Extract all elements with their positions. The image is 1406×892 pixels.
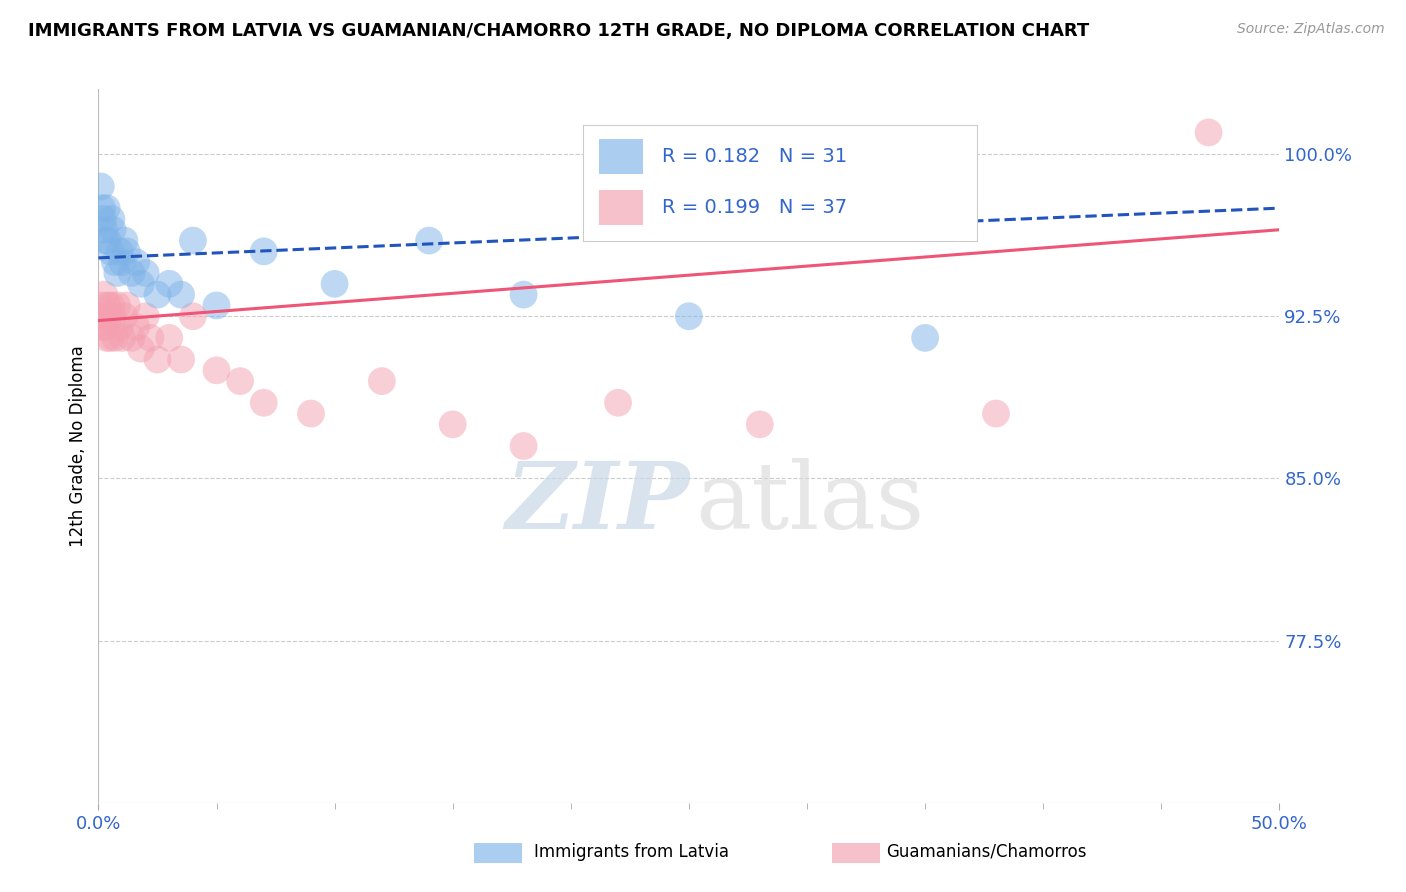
Point: [108, 244, 131, 259]
Point: [111, 255, 134, 269]
Point: [229, 374, 252, 388]
Text: Source: ZipAtlas.com: Source: ZipAtlas.com: [1237, 22, 1385, 37]
Point: [96, 201, 118, 215]
Point: [1198, 125, 1220, 139]
Point: [129, 342, 152, 356]
Point: [146, 352, 169, 367]
Point: [100, 298, 122, 312]
Point: [135, 310, 157, 324]
Text: R = 0.199   N = 37: R = 0.199 N = 37: [662, 198, 848, 217]
Point: [371, 374, 394, 388]
Point: [90, 179, 112, 194]
Bar: [599, 139, 643, 174]
Point: [205, 363, 228, 377]
Y-axis label: 12th Grade, No Diploma: 12th Grade, No Diploma: [69, 345, 87, 547]
Bar: [832, 843, 880, 863]
Point: [125, 255, 148, 269]
Point: [914, 331, 936, 345]
Point: [146, 287, 169, 301]
Bar: [474, 843, 522, 863]
Point: [512, 439, 534, 453]
Point: [91, 211, 114, 226]
Point: [101, 310, 124, 324]
Point: [111, 331, 134, 345]
Point: [121, 266, 143, 280]
Point: [125, 320, 148, 334]
Point: [607, 396, 630, 410]
Point: [253, 244, 276, 259]
Point: [512, 287, 534, 301]
Point: [101, 223, 124, 237]
Point: [157, 277, 180, 291]
Point: [170, 287, 193, 301]
Point: [97, 234, 120, 248]
Point: [135, 266, 157, 280]
Text: R = 0.182   N = 31: R = 0.182 N = 31: [662, 146, 848, 166]
Point: [91, 320, 114, 334]
Text: IMMIGRANTS FROM LATVIA VS GUAMANIAN/CHAMORRO 12TH GRADE, NO DIPLOMA CORRELATION : IMMIGRANTS FROM LATVIA VS GUAMANIAN/CHAM…: [28, 22, 1090, 40]
Point: [91, 201, 114, 215]
Point: [100, 211, 122, 226]
Point: [94, 234, 117, 248]
Point: [748, 417, 770, 432]
Point: [98, 331, 121, 345]
Point: [115, 298, 138, 312]
Point: [96, 331, 118, 345]
Text: Immigrants from Latvia: Immigrants from Latvia: [534, 843, 730, 861]
Point: [97, 298, 120, 312]
Point: [170, 352, 193, 367]
Point: [678, 310, 700, 324]
Point: [299, 407, 322, 421]
Point: [112, 310, 135, 324]
Text: Guamanians/Chamorros: Guamanians/Chamorros: [886, 843, 1087, 861]
Point: [115, 244, 138, 259]
Point: [94, 320, 117, 334]
Bar: [599, 190, 643, 225]
Point: [104, 255, 127, 269]
Point: [112, 234, 135, 248]
Point: [418, 234, 440, 248]
Point: [105, 266, 128, 280]
Point: [121, 331, 143, 345]
Point: [93, 287, 115, 301]
Text: atlas: atlas: [695, 458, 924, 548]
Point: [441, 417, 464, 432]
Point: [139, 331, 162, 345]
Point: [205, 298, 228, 312]
Point: [98, 244, 121, 259]
Point: [253, 396, 276, 410]
Point: [181, 310, 204, 324]
Point: [91, 298, 114, 312]
Point: [104, 331, 127, 345]
Point: [108, 320, 131, 334]
Point: [157, 331, 180, 345]
Point: [93, 223, 115, 237]
Point: [323, 277, 346, 291]
Point: [181, 234, 204, 248]
Point: [984, 407, 1007, 421]
Text: ZIP: ZIP: [505, 458, 689, 548]
Point: [105, 298, 128, 312]
Point: [129, 277, 152, 291]
Point: [90, 310, 112, 324]
Point: [98, 310, 121, 324]
